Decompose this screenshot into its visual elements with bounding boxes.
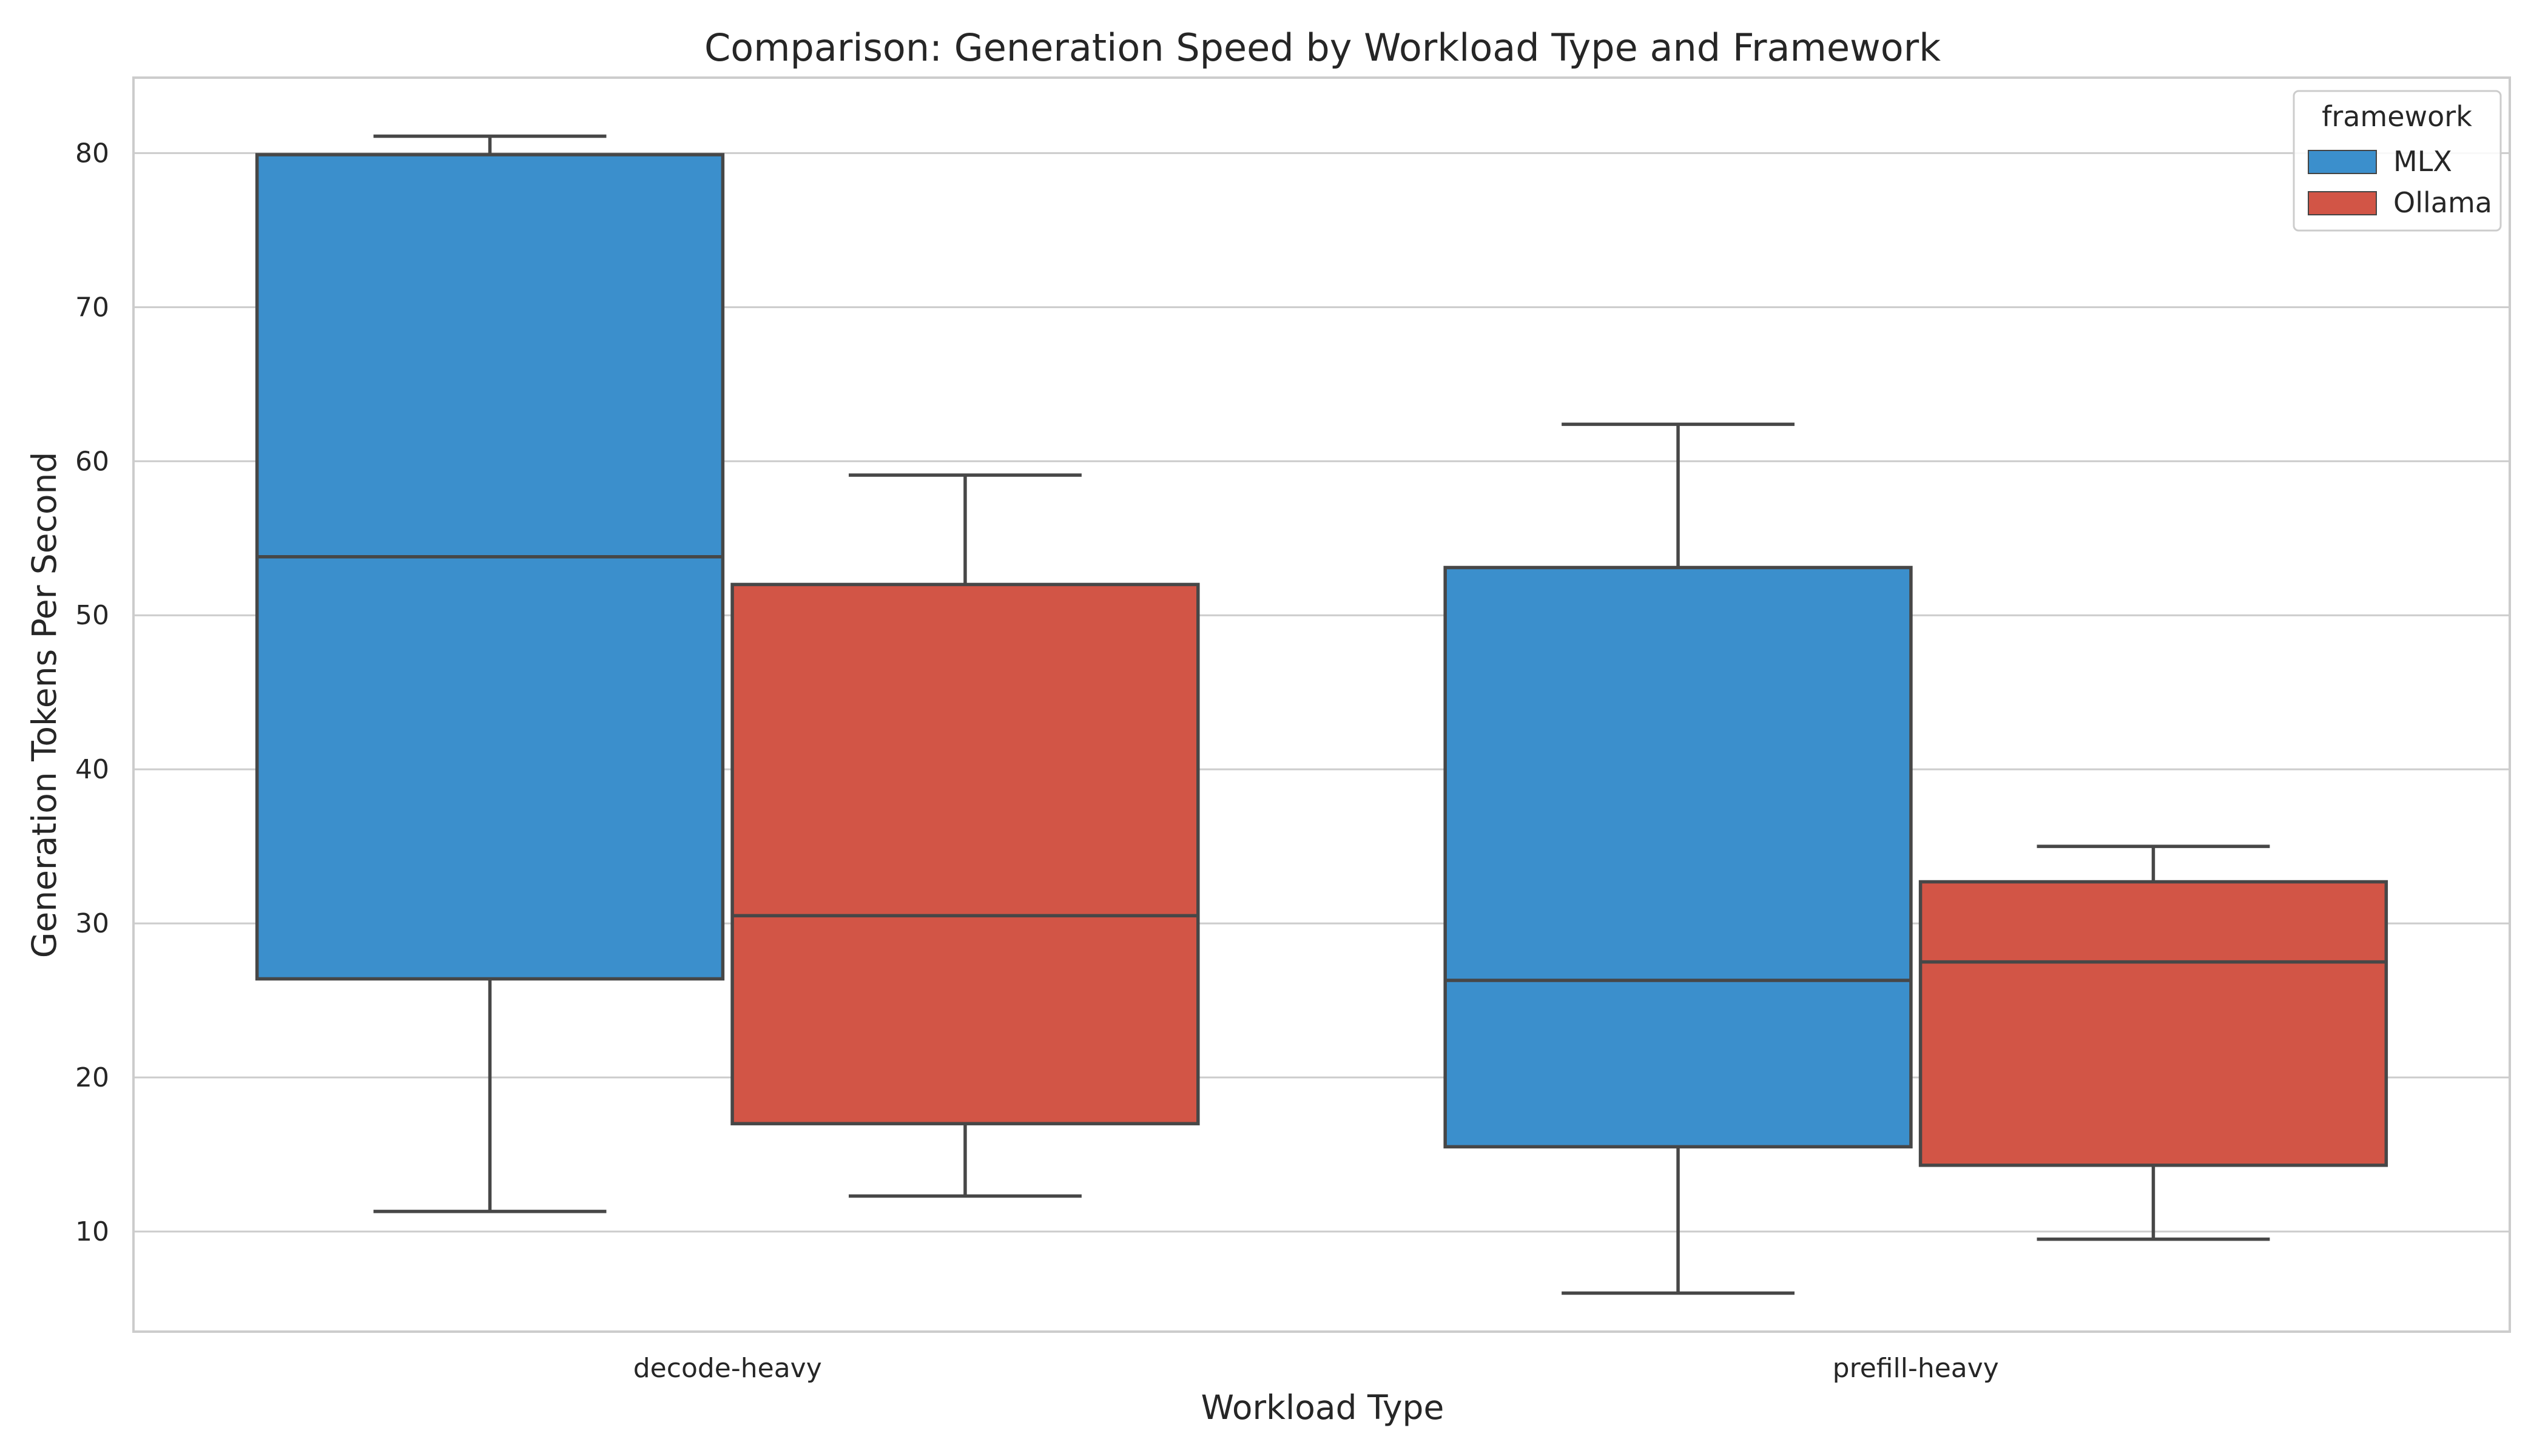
x-tick-label: decode-heavy bbox=[633, 1353, 822, 1384]
y-tick-label: 60 bbox=[75, 446, 109, 477]
box-iqr bbox=[255, 153, 725, 981]
box-group bbox=[1443, 422, 1913, 1295]
y-tick-label: 40 bbox=[75, 754, 109, 785]
box-group bbox=[1918, 844, 2388, 1241]
y-tick-label: 10 bbox=[75, 1216, 109, 1247]
legend-label-ollama: Ollama bbox=[2393, 186, 2492, 219]
box-iqr bbox=[1918, 880, 2388, 1167]
chart-title: Comparison: Generation Speed by Workload… bbox=[704, 25, 1941, 70]
box-iqr bbox=[730, 582, 1200, 1125]
x-tick-label: prefill-heavy bbox=[1833, 1353, 1999, 1384]
y-tick-label: 80 bbox=[75, 138, 109, 169]
y-tick-label: 70 bbox=[75, 292, 109, 323]
y-tick-label: 50 bbox=[75, 600, 109, 631]
y-tick-label: 30 bbox=[75, 908, 109, 939]
y-tick-labels: 10 20 30 40 50 60 70 80 bbox=[75, 138, 109, 1247]
legend: framework MLX Ollama bbox=[2293, 90, 2502, 232]
x-tick-labels: decode-heavy prefill-heavy bbox=[633, 1353, 1999, 1384]
legend-label-mlx: MLX bbox=[2393, 145, 2452, 178]
legend-title: framework bbox=[2322, 100, 2472, 133]
legend-swatch-ollama bbox=[2308, 191, 2377, 215]
box-layer bbox=[255, 134, 2388, 1295]
y-axis-label: Generation Tokens Per Second bbox=[25, 452, 64, 958]
box-group bbox=[730, 473, 1200, 1198]
y-tick-label: 20 bbox=[75, 1062, 109, 1093]
plot-area-frame bbox=[132, 76, 2511, 1333]
legend-swatch-mlx bbox=[2308, 150, 2377, 174]
x-axis-label: Workload Type bbox=[1201, 1388, 1444, 1427]
box-group bbox=[255, 134, 725, 1213]
box-iqr bbox=[1443, 565, 1913, 1149]
